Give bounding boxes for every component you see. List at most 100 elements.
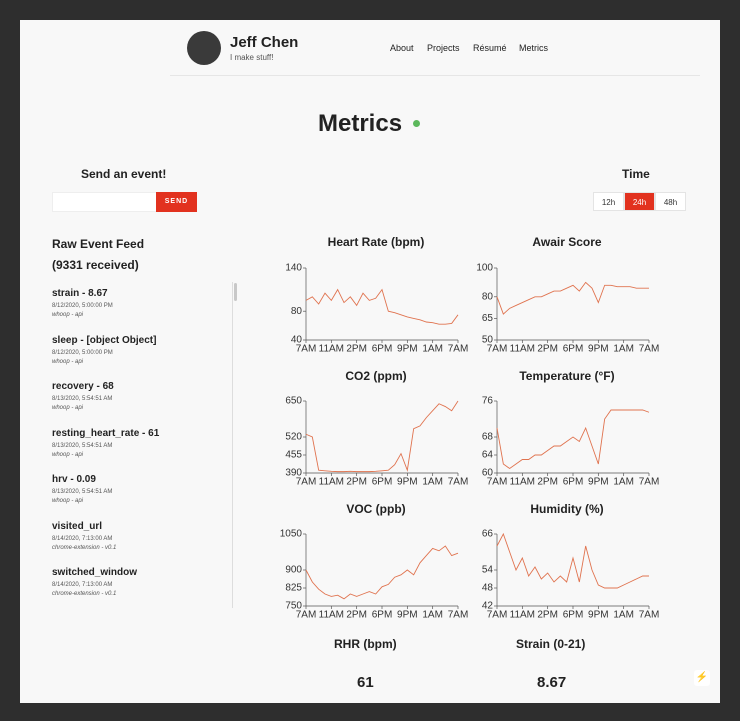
x-tick-label: 11AM (510, 344, 535, 355)
data-line (496, 532, 649, 589)
x-tick-label: 6PM (372, 477, 393, 488)
x-tick-label: 9PM (397, 344, 418, 355)
y-tick-label: 50 (482, 335, 494, 346)
event-date: 8/13/2020, 5:54:51 AM (52, 442, 113, 449)
x-tick-label: 2PM (346, 477, 367, 488)
x-tick-label: 2PM (346, 344, 367, 355)
x-tick-label: 6PM (372, 610, 393, 621)
event-source: whoop - api (52, 451, 84, 458)
y-tick-label: 455 (285, 450, 302, 461)
event-name: sleep - [object Object] (52, 334, 157, 346)
data-line (305, 545, 459, 600)
time-option[interactable]: 24h (624, 192, 655, 211)
y-tick-label: 100 (476, 263, 493, 274)
x-tick-label: 6PM (372, 344, 393, 355)
event-source: whoop - api (52, 405, 84, 411)
x-tick-label: 11AM (319, 610, 344, 621)
page: Jeff Chen I make stuff! Metrics Send an … (20, 20, 720, 703)
site-name[interactable]: Jeff Chen (230, 34, 299, 51)
x-tick-label: 9PM (397, 610, 418, 621)
time-option[interactable]: 48h (655, 192, 686, 211)
divider (170, 75, 700, 76)
chart-title: Humidity (%) (530, 502, 603, 516)
event-name: visited_url (52, 520, 103, 532)
feed-title: Raw Event Feed (52, 237, 145, 251)
x-tick-label: 2PM (537, 610, 558, 621)
x-tick-label: 1AM (422, 344, 443, 355)
x-tick-label: 11AM (319, 344, 344, 355)
y-tick-label: 650 (285, 396, 302, 407)
x-tick-label: 7AM (448, 344, 469, 355)
x-tick-label: 7AM (639, 610, 660, 621)
stat-value: 61 (357, 674, 374, 691)
time-option[interactable]: 12h (593, 192, 624, 211)
y-tick-label: 48 (482, 583, 494, 594)
x-tick-label: 9PM (588, 610, 609, 621)
y-tick-label: 520 (285, 432, 302, 443)
y-tick-label: 900 (285, 565, 302, 576)
x-tick-label: 2PM (537, 477, 558, 488)
chart-title: Heart Rate (bpm) (328, 235, 425, 249)
y-tick-label: 40 (291, 335, 303, 346)
tagline: I make stuff! (230, 53, 274, 62)
nav-link[interactable]: Projects (427, 43, 460, 53)
event-name: strain - 8.67 (52, 288, 108, 299)
event-source: whoop - api (52, 498, 84, 504)
y-tick-label: 76 (482, 396, 494, 407)
x-tick-label: 7AM (639, 477, 660, 488)
chart-title: Awair Score (532, 235, 601, 249)
y-tick-label: 42 (482, 601, 494, 612)
x-tick-label: 7AM (448, 610, 469, 621)
data-line (496, 281, 649, 315)
data-line (305, 400, 459, 473)
y-tick-label: 390 (285, 468, 302, 479)
y-tick-label: 65 (482, 313, 494, 324)
y-tick-label: 140 (285, 263, 302, 274)
chart-title: CO2 (ppm) (345, 369, 406, 383)
chart-title: VOC (ppb) (346, 502, 405, 516)
x-tick-label: 9PM (397, 477, 418, 488)
time-title: Time (622, 167, 650, 181)
x-tick-label: 9PM (588, 477, 609, 488)
event-source: whoop - api (52, 358, 84, 365)
x-tick-label: 9PM (588, 344, 609, 355)
event-input[interactable] (52, 192, 157, 212)
x-tick-label: 7AM (639, 344, 660, 355)
x-tick-label: 11AM (510, 477, 535, 488)
y-tick-label: 80 (482, 291, 494, 302)
stat-title: Strain (0-21) (516, 637, 586, 651)
y-tick-label: 68 (482, 432, 494, 443)
status-dot (413, 120, 420, 127)
feed-count: (9331 received) (52, 258, 139, 272)
scrollbar[interactable] (234, 283, 237, 301)
x-tick-label: 7AM (296, 344, 317, 355)
nav-link[interactable]: About (390, 43, 414, 53)
x-tick-label: 7AM (487, 610, 508, 621)
event-date: 8/12/2020, 5:00:00 PM (52, 349, 113, 356)
chart-title: Temperature (°F) (519, 369, 614, 383)
y-tick-label: 54 (482, 565, 494, 576)
send-button[interactable]: SEND (156, 192, 197, 212)
bolt-button[interactable]: ⚡ (694, 670, 710, 686)
data-line (496, 409, 650, 470)
y-tick-label: 750 (285, 601, 302, 612)
event-name: hrv - 0.09 (52, 474, 96, 485)
y-tick-label: 64 (482, 450, 494, 461)
event-date: 8/13/2020, 5:54:51 AM (52, 396, 113, 402)
page-title: Metrics (318, 110, 403, 137)
event-source: chrome-extension - v0.1 (52, 591, 117, 597)
nav-link[interactable]: Résumé (473, 43, 507, 53)
nav-link[interactable]: Metrics (519, 43, 548, 53)
event-name: recovery - 68 (52, 381, 114, 392)
x-tick-label: 7AM (448, 477, 469, 488)
feed-border (232, 282, 233, 608)
x-tick-label: 6PM (563, 477, 584, 488)
x-tick-label: 7AM (487, 344, 508, 355)
avatar (187, 31, 221, 65)
event-date: 8/13/2020, 5:54:51 AM (52, 489, 113, 495)
x-tick-label: 7AM (296, 610, 317, 621)
x-tick-label: 6PM (563, 610, 584, 621)
stat-value: 8.67 (537, 674, 567, 691)
event-name: switched_window (52, 567, 138, 578)
